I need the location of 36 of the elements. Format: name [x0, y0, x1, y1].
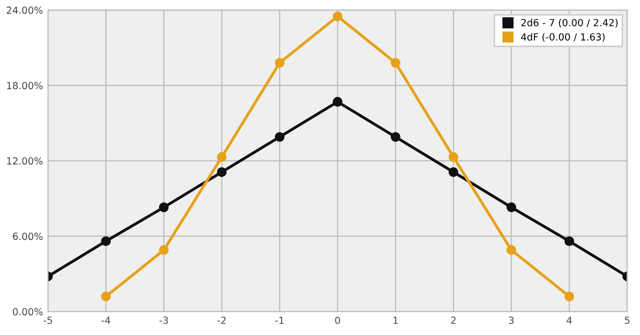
y-tick-label: 12.00% [7, 157, 43, 165]
x-tick-label: -1 [275, 316, 284, 324]
y-tick-label: 18.00% [7, 82, 43, 90]
x-tick-label: -3 [159, 316, 168, 324]
point [506, 202, 516, 212]
point [158, 202, 169, 212]
point [101, 292, 111, 302]
point [332, 11, 342, 22]
x-tick-label: -4 [102, 316, 110, 324]
point [101, 236, 111, 246]
point [564, 236, 574, 246]
point [448, 167, 458, 177]
y-tick-label: 6.00% [12, 232, 43, 240]
point [390, 132, 400, 142]
point [564, 292, 574, 302]
x-tick-label: 1 [393, 316, 398, 324]
x-tick-label: 0 [335, 316, 340, 324]
y-tick-label: 0.00% [12, 308, 43, 316]
point [274, 58, 285, 68]
legend-label: 4dF (-0.00 / 1.63) [521, 33, 605, 42]
x-tick-label: 5 [624, 316, 630, 324]
x-tick-label: -2 [217, 316, 226, 324]
x-tick-label: 4 [566, 316, 572, 324]
point [448, 152, 458, 162]
y-tick-label: 24.00% [6, 6, 43, 14]
point [158, 245, 169, 255]
point [216, 152, 227, 162]
legend-label: 2d6 - 7 (0.00 / 2.42) [521, 18, 618, 28]
point [216, 167, 227, 177]
point [332, 96, 342, 107]
point [390, 58, 400, 68]
x-tick-label: 2 [451, 316, 456, 324]
x-tick-label: -5 [44, 316, 52, 324]
x-tick-label: 3 [509, 316, 514, 324]
point [274, 132, 285, 142]
point [506, 245, 516, 255]
